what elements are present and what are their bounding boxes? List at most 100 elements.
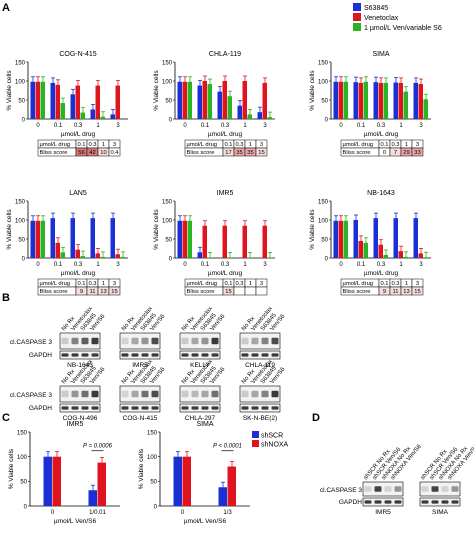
gapdh-blot-band [211,353,219,357]
table-cell [233,286,246,296]
legend-label: Venetoclax [364,15,399,22]
bar [182,81,187,119]
table-cell-value: 17 [225,150,231,156]
x-tick-label: 3 [116,262,120,268]
bar [173,456,182,506]
bar [267,117,272,119]
x-tick-label: 0 [51,510,55,516]
bar [110,114,115,119]
table-row-label: Bliss score [40,289,68,295]
y-tick-label: 150 [318,199,329,205]
caspase-blot-band [181,390,189,398]
caspase-blot-band [251,390,259,398]
bar [218,487,227,506]
gapdh-blot-band [181,406,189,410]
caspase-blot-frame [179,332,221,350]
bar [363,81,368,119]
table-cell-value: 3 [113,142,116,148]
y-axis-label: % Viable cells [8,448,15,489]
y-axis-label: % Viable cells [138,448,145,489]
x-tick-label: 0 [36,262,40,268]
bar [333,220,338,258]
bar [383,82,388,119]
bar [182,456,191,506]
y-tick-label: 100 [318,79,329,85]
x-tick-label: 0.1 [201,123,210,129]
caspase-blot-band [451,486,459,492]
cell-line-label: COG-N-496 [63,415,98,422]
bar [187,81,192,119]
table-cell-value: 3 [260,281,263,287]
caspase-blot-band [81,337,89,345]
chart-title: LAN5 [69,190,87,197]
x-tick-label: 0.3 [221,262,230,268]
y-tick-label: 150 [162,199,173,205]
gapdh-blot-band [201,353,209,357]
table-cell-value: 9 [80,289,83,295]
x-tick-label: 3 [263,123,267,129]
x-tick-label: 0 [181,510,185,516]
bar [43,456,52,506]
blot-row-label: cl.CASPASE 3 [10,339,53,346]
bar [413,218,418,258]
bar [378,244,383,258]
y-axis-label: % Viable cells [6,70,13,111]
caspase-blot-band [181,337,189,345]
gapdh-blot-band [141,353,149,357]
table-cell-value: 1 [249,281,252,287]
bar [358,240,363,258]
gapdh-blot-band [81,406,89,410]
y-tick-label: 50 [20,480,27,486]
bar [423,99,428,119]
caspase-blot-band [71,337,79,345]
x-tick-label: 1 [243,262,247,268]
bar [398,251,403,258]
table-cell-value: 13 [403,289,409,295]
bar [95,253,100,258]
caspase-blot-band [61,337,69,345]
x-tick-label: 0.1 [201,262,210,268]
chart-title: SIMA [372,51,389,58]
y-tick-label: 50 [18,98,25,104]
bar [55,242,60,258]
gapdh-blot-band [121,406,129,410]
gapdh-blot-band [211,406,219,410]
table-row-label: Bliss score [187,289,215,295]
gapdh-blot-band [261,353,269,357]
y-tick-label: 0 [22,117,26,123]
caspase-blot-band [81,390,89,398]
gapdh-blot-frame [59,403,101,413]
table-cell-value: 3 [260,142,263,148]
table-cell-value: 35 [247,150,253,156]
table-cell-value: 11 [392,289,398,295]
caspase-blot-band [421,486,429,492]
gapdh-blot-band [91,406,99,410]
bar [358,82,363,119]
x-axis-label: µmol/L drug [208,270,243,277]
bar [353,220,358,258]
bar [202,81,207,119]
caspase-blot-band [191,390,199,398]
table-cell-value: 0.1 [224,281,232,287]
bar [52,456,61,506]
bar [80,256,85,258]
gapdh-blot-band [141,406,149,410]
table-row-label: µmol/L drug [40,281,71,287]
x-axis-label: µmol/L Ven/S6 [54,518,97,525]
bar [262,82,267,119]
bar [70,94,75,119]
caspase-blot-band [151,337,159,345]
table-row-label: µmol/L drug [187,142,218,148]
table-cell-value: 33 [414,150,420,156]
bar [60,252,65,258]
caspase-blot-band [91,337,99,345]
caspase-blot-band [211,337,219,345]
y-tick-label: 0 [325,256,329,262]
x-tick-label: 0 [36,123,40,129]
bar [338,220,343,258]
table-row-label: Bliss score [343,289,371,295]
caspase-blot-band [71,390,79,398]
legend-label: shSCR [261,433,283,440]
y-tick-label: 50 [150,480,157,486]
